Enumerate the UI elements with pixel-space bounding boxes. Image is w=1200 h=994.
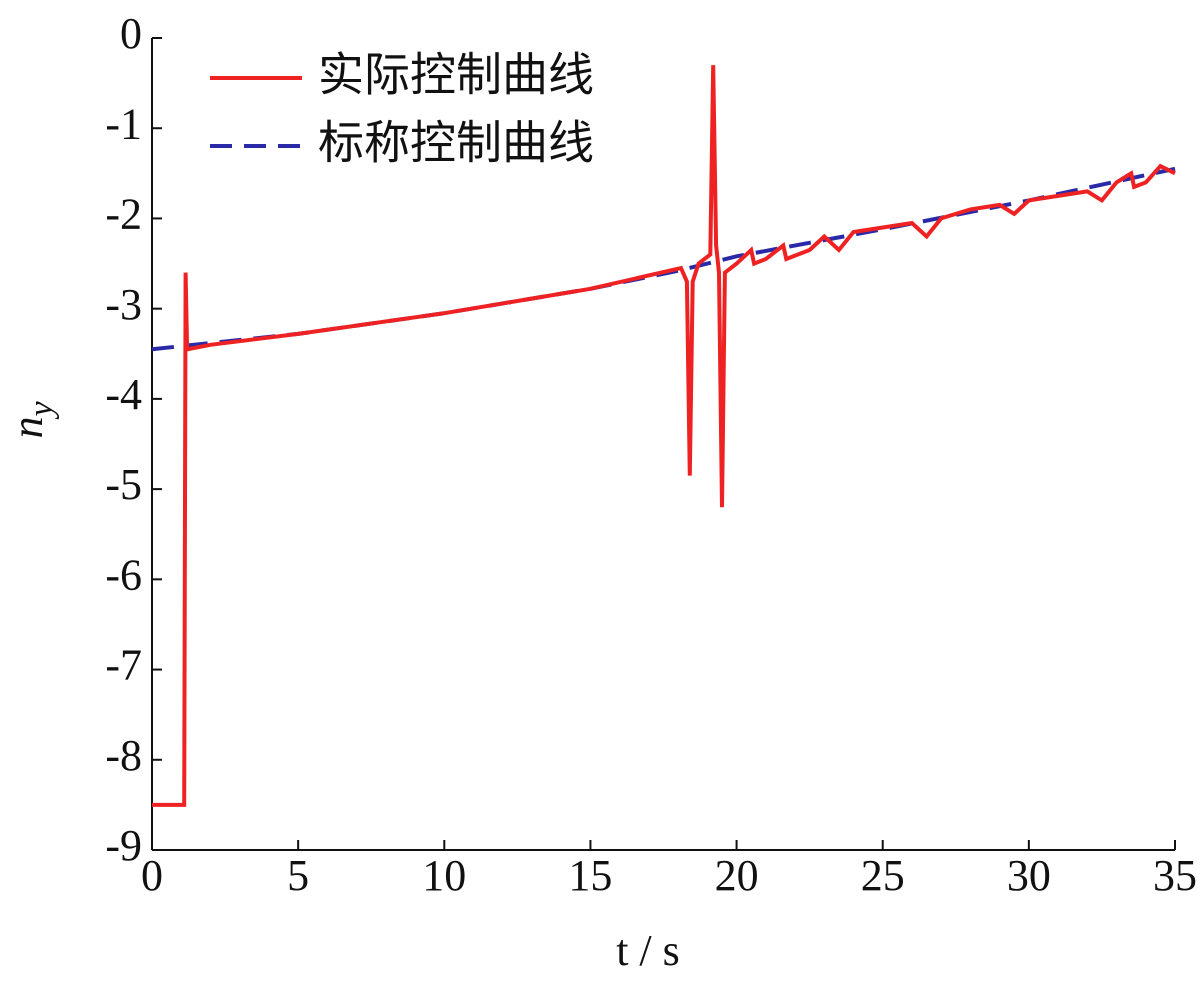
x-tick-label: 30	[1007, 851, 1051, 900]
x-tick-label: 5	[287, 851, 309, 900]
y-tick-label: -8	[105, 731, 142, 780]
x-tick-label: 10	[422, 851, 466, 900]
y-tick-label: -1	[105, 99, 142, 148]
y-tick-label: -3	[105, 280, 142, 329]
y-tick-label: 0	[120, 9, 142, 58]
legend-label: 标称控制曲线	[318, 116, 594, 170]
x-tick-label: 15	[568, 851, 612, 900]
y-tick-label: -6	[105, 550, 142, 599]
y-tick-label: -4	[105, 370, 142, 419]
x-tick-label: 35	[1153, 851, 1197, 900]
series-line	[151, 166, 1176, 352]
y-axis-label: ny	[3, 401, 60, 439]
y-tick-label: -5	[105, 460, 142, 509]
y-tick-label: -7	[105, 641, 142, 690]
series-line	[152, 65, 1176, 807]
x-tick-label: 25	[861, 851, 905, 900]
x-axis-label: t / s	[616, 926, 680, 975]
x-tick-label: 20	[715, 851, 759, 900]
y-axis-label-base: n	[3, 417, 52, 439]
y-axis-label-sub: y	[23, 401, 60, 420]
legend-label: 实际控制曲线	[318, 48, 594, 102]
y-tick-label: -9	[105, 821, 142, 870]
x-tick-label: 0	[141, 851, 163, 900]
y-tick-label: -2	[105, 190, 142, 239]
